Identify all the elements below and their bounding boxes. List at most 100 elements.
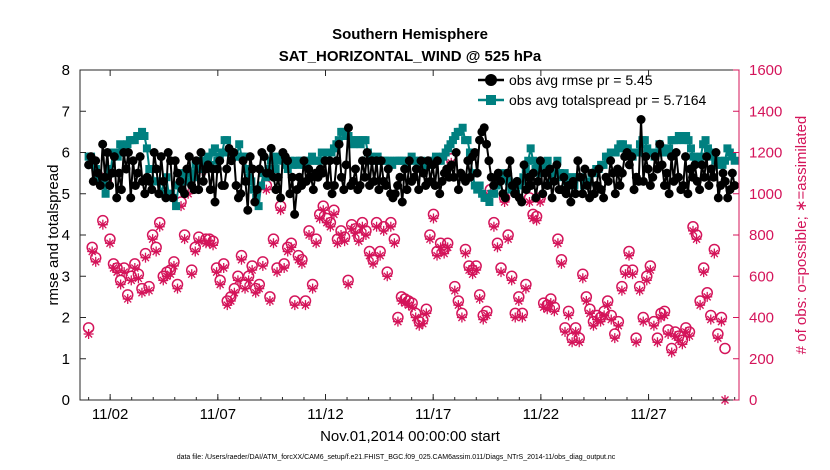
assimilated-obs-point bbox=[606, 314, 617, 325]
spread-point bbox=[198, 156, 207, 165]
rmse-point bbox=[503, 168, 513, 178]
rmse-point bbox=[545, 164, 555, 174]
spread-point bbox=[463, 136, 472, 145]
rmse-point bbox=[219, 181, 229, 190]
assimilated-obs-point bbox=[652, 337, 663, 348]
spread-point bbox=[682, 132, 691, 140]
assimilated-obs-point bbox=[549, 306, 560, 317]
assimilated-obs-point bbox=[663, 329, 674, 339]
assimilated-obs-point bbox=[428, 213, 439, 224]
assimilated-obs-point bbox=[517, 312, 528, 323]
rmse-point bbox=[194, 185, 204, 195]
assimilated-obs-point bbox=[520, 283, 531, 294]
spread-point bbox=[451, 132, 460, 140]
spread-point bbox=[555, 169, 564, 178]
rmse-point bbox=[395, 172, 405, 182]
spread-point bbox=[701, 136, 710, 145]
assimilated-obs-point bbox=[705, 314, 716, 325]
rmse-point bbox=[273, 172, 283, 182]
rmse-point bbox=[587, 168, 597, 178]
spread-point bbox=[482, 193, 491, 202]
rmse-point bbox=[88, 176, 98, 186]
y-axis-label: rmse and totalspread bbox=[45, 165, 62, 306]
rmse-point bbox=[697, 160, 707, 170]
spread-point bbox=[140, 132, 149, 140]
assimilated-obs-point bbox=[410, 312, 421, 323]
rmse-point bbox=[198, 176, 208, 186]
x-tick-label: 11/22 bbox=[523, 406, 559, 423]
spread-point bbox=[101, 189, 110, 198]
assimilated-obs-point bbox=[126, 275, 137, 286]
rmse-point bbox=[271, 185, 281, 195]
spread-point bbox=[223, 136, 232, 145]
spread-point bbox=[184, 177, 193, 186]
rmse-point bbox=[528, 168, 538, 178]
rmse-point bbox=[376, 156, 386, 166]
rmse-point bbox=[402, 185, 412, 195]
assimilated-obs-point bbox=[115, 279, 126, 290]
rmse-point bbox=[240, 176, 250, 186]
rmse-point bbox=[517, 197, 527, 207]
assimilated-obs-point bbox=[375, 250, 386, 261]
assimilated-obs-point bbox=[709, 248, 720, 259]
rmse-point bbox=[484, 156, 494, 166]
assimilated-obs-point bbox=[104, 238, 115, 249]
rmse-point bbox=[84, 160, 94, 170]
spread-point bbox=[652, 148, 661, 157]
rmse-point bbox=[571, 189, 581, 199]
data-file-footer: data file: /Users/raeder/DAI/ATM_forcXX/… bbox=[177, 454, 616, 461]
spread-point bbox=[402, 160, 411, 169]
assimilated-obs-point bbox=[247, 265, 258, 276]
assimilated-obs-point bbox=[581, 296, 592, 306]
assimilated-obs-point bbox=[289, 300, 300, 311]
rmse-point bbox=[489, 181, 499, 190]
assimilated-obs-point bbox=[232, 275, 243, 286]
axes: 11/02 11/07 11/12 11/17 11/22 11/270123456780… bbox=[62, 62, 783, 423]
y-tick-label: 2 bbox=[62, 310, 70, 327]
rmse-point bbox=[519, 160, 529, 170]
spread-point bbox=[269, 152, 278, 161]
rmse-point bbox=[98, 139, 108, 149]
rmse-point bbox=[147, 185, 157, 195]
rmse-point bbox=[573, 156, 583, 166]
assimilated-obs-point bbox=[599, 310, 610, 321]
rmse-point bbox=[674, 172, 684, 182]
rmse-point bbox=[711, 148, 721, 157]
spread-point bbox=[689, 152, 698, 161]
assimilated-obs-point bbox=[609, 333, 620, 344]
y-tick-label: 4 bbox=[62, 227, 70, 244]
spread-point bbox=[147, 165, 156, 173]
assimilated-obs-point bbox=[503, 234, 514, 245]
rmse-point bbox=[327, 189, 337, 199]
legend-label: obs avg totalspread pr = 5.7164 bbox=[509, 92, 707, 108]
assimilated-obs-point bbox=[236, 254, 247, 265]
assimilated-obs-point bbox=[151, 246, 162, 257]
spread-point bbox=[730, 156, 739, 165]
rmse-point bbox=[226, 156, 236, 166]
rmse-point bbox=[259, 152, 269, 162]
x-tick-label: 11/12 bbox=[307, 406, 343, 423]
rmse-point bbox=[430, 181, 440, 190]
assimilated-obs-point bbox=[691, 234, 702, 245]
rmse-point bbox=[299, 156, 309, 166]
rmse-point bbox=[645, 181, 655, 190]
assimilated-obs-point bbox=[179, 234, 190, 245]
assimilated-obs-point bbox=[545, 298, 556, 309]
rmse-point bbox=[322, 181, 332, 190]
rmse-point bbox=[690, 160, 700, 170]
rmse-point bbox=[500, 193, 510, 203]
spread-point bbox=[473, 185, 482, 194]
spread-point bbox=[257, 181, 266, 190]
assimilated-obs-point bbox=[684, 331, 695, 342]
rmse-point bbox=[561, 189, 571, 199]
assimilated-obs-point bbox=[122, 293, 133, 304]
rmse-point bbox=[627, 152, 637, 162]
y-tick-label: 0 bbox=[62, 392, 70, 409]
rmse-point bbox=[341, 160, 351, 170]
assimilated-obs-point bbox=[325, 221, 336, 232]
y2-tick-label: 1600 bbox=[749, 62, 782, 79]
y-tick-label: 5 bbox=[62, 186, 70, 203]
spread-point bbox=[138, 127, 147, 136]
spread-point bbox=[699, 140, 708, 149]
spread-point bbox=[135, 132, 144, 140]
